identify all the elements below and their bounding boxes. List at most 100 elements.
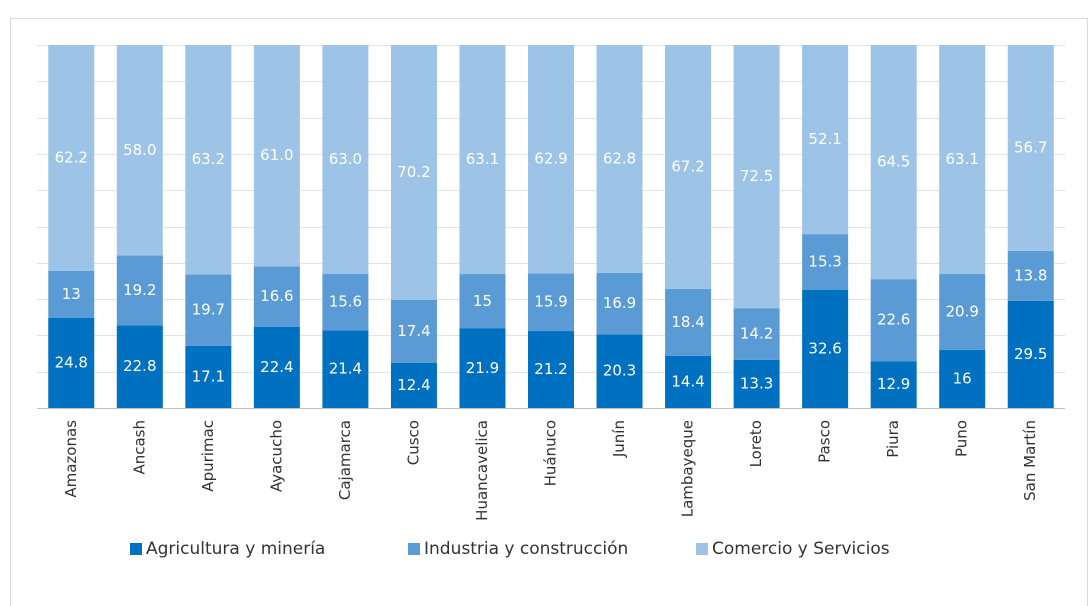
value-label: 14.2	[740, 324, 773, 342]
value-label: 18.4	[671, 313, 704, 331]
bar-segment	[1007, 250, 1054, 301]
value-label: 62.8	[603, 149, 636, 167]
bar-segment	[802, 45, 849, 235]
value-label: 13.3	[740, 374, 773, 392]
x-tick-label: Cajamarca	[336, 420, 354, 500]
value-label: 15.6	[329, 293, 362, 311]
value-label: 19.7	[192, 301, 225, 319]
bar-segment	[322, 45, 369, 274]
value-label: 15.3	[808, 252, 841, 270]
bar-segment	[802, 234, 849, 290]
x-tick-label: Huancavelica	[473, 420, 491, 521]
legend-label: Comercio y Servicios	[712, 539, 890, 559]
value-label: 17.4	[397, 322, 430, 340]
bar-segment	[322, 330, 369, 408]
value-label: 20.9	[945, 302, 978, 320]
bar-segment	[870, 361, 917, 408]
x-tick-label: Ancash	[130, 420, 148, 475]
legend-swatch	[130, 543, 142, 555]
value-label: 12.9	[877, 375, 910, 393]
value-label: 63.1	[466, 150, 499, 168]
bar-segment	[596, 334, 643, 408]
bar-segment	[733, 308, 780, 360]
value-label: 67.2	[671, 157, 704, 175]
bar-segment	[459, 328, 506, 408]
bar-segment	[1007, 45, 1054, 251]
bar-segment	[390, 299, 437, 363]
bar-segment	[116, 325, 163, 408]
value-label: 63.0	[329, 150, 362, 168]
bar-segment	[802, 289, 849, 408]
value-label: 62.2	[55, 148, 88, 166]
x-tick-label: Puno	[953, 420, 971, 457]
value-label: 61.0	[260, 146, 293, 164]
value-label: 72.5	[740, 167, 773, 185]
x-tick-label: Ayacucho	[267, 420, 285, 492]
value-label: 15.9	[534, 293, 567, 311]
bar-segment	[939, 274, 986, 350]
value-label: 15	[473, 292, 492, 310]
value-label: 14.4	[671, 372, 704, 390]
bar-segment	[939, 349, 986, 408]
x-tick-label: Junín	[610, 420, 628, 458]
legend-swatch	[696, 543, 708, 555]
bar-segment	[665, 288, 712, 356]
bar-segment	[116, 255, 163, 326]
bar-segment	[116, 45, 163, 256]
value-label: 29.5	[1014, 345, 1047, 363]
value-label: 21.9	[466, 359, 499, 377]
value-label: 21.2	[534, 360, 567, 378]
value-label: 24.8	[55, 353, 88, 371]
bar-segment	[459, 274, 506, 329]
bar-segment	[596, 272, 643, 335]
value-label: 20.3	[603, 362, 636, 380]
bar-segment	[1007, 300, 1054, 408]
x-tick-label: Loreto	[747, 420, 765, 467]
legend-label: Agricultura y minería	[146, 539, 325, 559]
bar-segment	[390, 362, 437, 408]
bar-segment	[48, 317, 95, 408]
bar-segment	[253, 45, 300, 267]
value-label: 70.2	[397, 163, 430, 181]
legend-label: Industria y construcción	[424, 539, 628, 559]
bar-segment	[253, 326, 300, 408]
value-label: 63.2	[192, 150, 225, 168]
bar-segment	[665, 45, 712, 289]
bar-segment	[733, 45, 780, 309]
value-label: 32.6	[808, 339, 841, 357]
value-label: 17.1	[192, 367, 225, 385]
value-label: 12.4	[397, 376, 430, 394]
x-tick-label: Lambayeque	[679, 420, 697, 517]
bar-segment	[253, 266, 300, 327]
bar-segment	[48, 45, 95, 271]
bar-segment	[870, 45, 917, 280]
bar-segment	[528, 273, 574, 332]
x-tick-label: Amazonas	[62, 420, 80, 498]
x-tick-label: Huánuco	[542, 420, 560, 486]
x-tick-label: Apurimac	[199, 420, 217, 492]
value-label: 19.2	[123, 281, 156, 299]
value-label: 16	[953, 369, 972, 387]
bar-segment	[939, 45, 986, 275]
bar-segment	[459, 45, 506, 275]
bar-segment	[665, 355, 712, 408]
value-label: 52.1	[808, 130, 841, 148]
bar-segment	[528, 45, 574, 274]
value-label: 22.6	[877, 311, 910, 329]
value-label: 13.8	[1014, 266, 1047, 284]
bar-segment	[322, 273, 369, 331]
value-label: 22.8	[123, 357, 156, 375]
value-label: 58.0	[123, 141, 156, 159]
bar-segment	[185, 274, 232, 346]
x-tick-label: Piura	[884, 420, 902, 458]
bar-segment	[48, 270, 95, 318]
bar-segment	[528, 331, 574, 408]
value-label: 62.9	[534, 150, 567, 168]
value-label: 56.7	[1014, 138, 1047, 156]
value-label: 13	[62, 285, 81, 303]
bar-segment	[870, 279, 917, 362]
value-label: 63.1	[945, 150, 978, 168]
bar-segment	[185, 345, 232, 408]
bar-segment	[733, 359, 780, 408]
